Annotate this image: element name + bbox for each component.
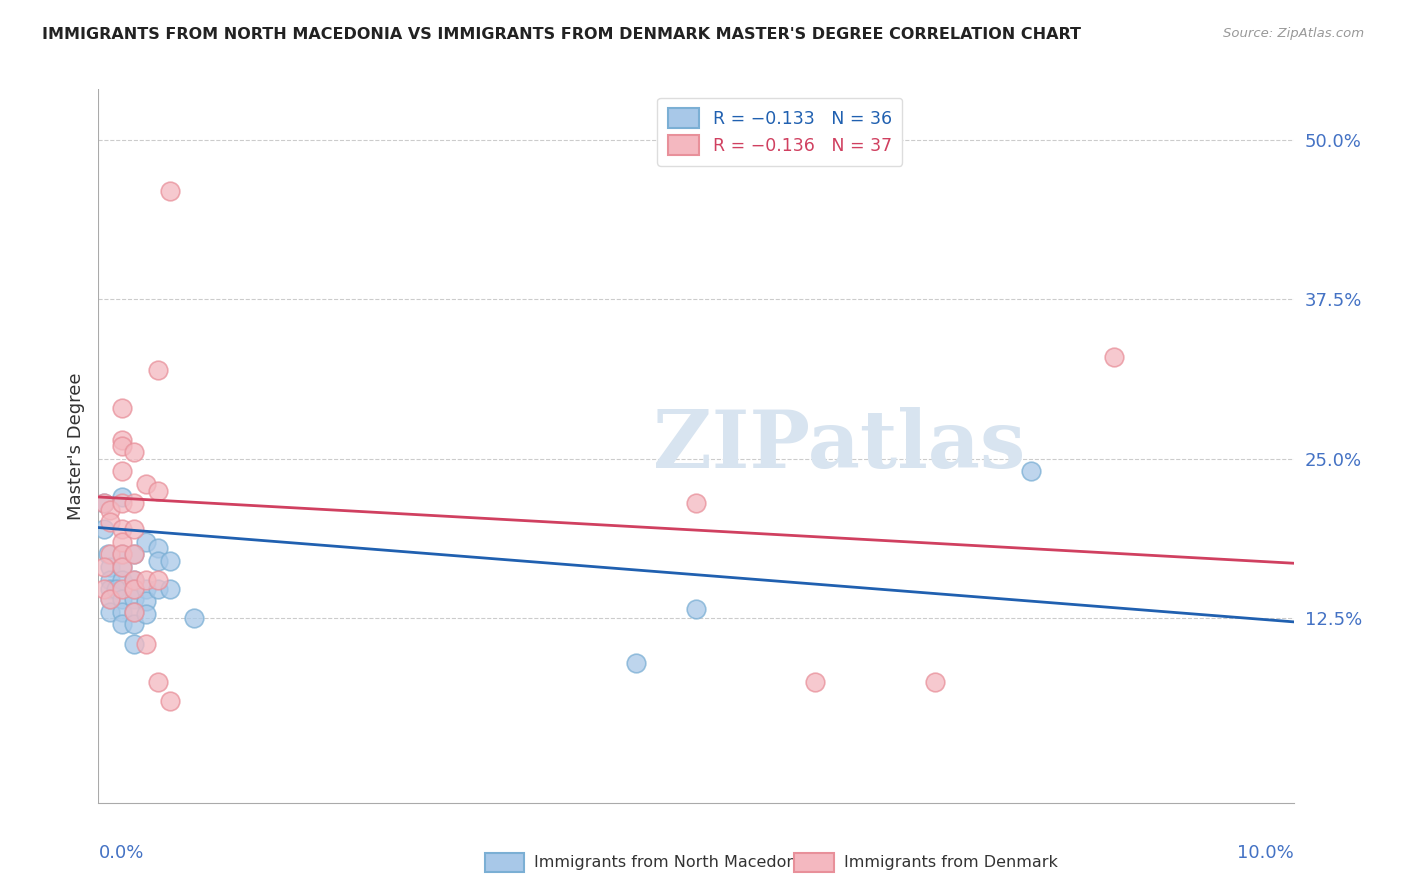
- Y-axis label: Master's Degree: Master's Degree: [66, 372, 84, 520]
- Text: Immigrants from Denmark: Immigrants from Denmark: [844, 855, 1057, 870]
- Point: [135, 607, 157, 622]
- Point: [148, 541, 170, 555]
- Point: [159, 582, 181, 596]
- Point: [98, 591, 122, 606]
- Text: 10.0%: 10.0%: [1237, 844, 1294, 862]
- Point: [148, 573, 170, 587]
- Point: [685, 496, 707, 510]
- Point: [159, 554, 181, 568]
- Point: [685, 602, 707, 616]
- Point: [124, 591, 146, 606]
- Point: [93, 582, 115, 596]
- Point: [135, 534, 157, 549]
- Point: [924, 674, 946, 689]
- Point: [111, 605, 134, 619]
- Point: [111, 534, 134, 549]
- Point: [111, 582, 134, 596]
- Point: [105, 582, 128, 596]
- Point: [124, 547, 146, 561]
- Point: [98, 591, 122, 606]
- Point: [98, 573, 122, 587]
- Point: [124, 573, 146, 587]
- Text: Immigrants from North Macedonia: Immigrants from North Macedonia: [534, 855, 811, 870]
- Point: [626, 656, 648, 670]
- Point: [111, 401, 134, 415]
- Point: [135, 477, 157, 491]
- Point: [183, 611, 205, 625]
- Point: [111, 560, 134, 574]
- Point: [135, 636, 157, 650]
- Point: [111, 617, 134, 632]
- Text: 0.0%: 0.0%: [98, 844, 143, 862]
- Point: [97, 547, 120, 561]
- Point: [111, 433, 134, 447]
- Point: [111, 439, 134, 453]
- Point: [124, 522, 146, 536]
- Point: [111, 465, 134, 479]
- Point: [124, 617, 146, 632]
- Point: [148, 582, 170, 596]
- Text: ZIPatlas: ZIPatlas: [654, 407, 1025, 485]
- Point: [159, 184, 181, 198]
- Point: [124, 605, 146, 619]
- Point: [135, 594, 157, 608]
- Point: [124, 582, 146, 596]
- Point: [111, 591, 134, 606]
- Point: [124, 605, 146, 619]
- Point: [124, 636, 146, 650]
- Point: [111, 490, 134, 504]
- Text: IMMIGRANTS FROM NORTH MACEDONIA VS IMMIGRANTS FROM DENMARK MASTER'S DEGREE CORRE: IMMIGRANTS FROM NORTH MACEDONIA VS IMMIG…: [42, 27, 1081, 42]
- Point: [93, 496, 115, 510]
- Point: [111, 573, 134, 587]
- Point: [98, 582, 122, 596]
- Point: [98, 547, 122, 561]
- Point: [93, 496, 115, 510]
- Point: [124, 496, 146, 510]
- Text: Source: ZipAtlas.com: Source: ZipAtlas.com: [1223, 27, 1364, 40]
- Point: [159, 694, 181, 708]
- Point: [111, 547, 134, 561]
- Point: [124, 445, 146, 459]
- Point: [98, 605, 122, 619]
- Legend: R = −0.133   N = 36, R = −0.136   N = 37: R = −0.133 N = 36, R = −0.136 N = 37: [658, 98, 903, 166]
- Point: [98, 502, 122, 516]
- Point: [124, 547, 146, 561]
- Point: [93, 560, 115, 574]
- Point: [804, 674, 827, 689]
- Point: [1104, 350, 1126, 364]
- Point: [111, 547, 134, 561]
- Point: [98, 516, 122, 530]
- Point: [135, 582, 157, 596]
- Point: [148, 362, 170, 376]
- Point: [111, 522, 134, 536]
- Point: [98, 560, 122, 574]
- Point: [124, 582, 146, 596]
- Point: [124, 573, 146, 587]
- Point: [148, 483, 170, 498]
- Point: [148, 674, 170, 689]
- Point: [135, 573, 157, 587]
- Point: [111, 496, 134, 510]
- Point: [148, 554, 170, 568]
- Point: [93, 522, 115, 536]
- Point: [1019, 465, 1042, 479]
- Point: [111, 560, 134, 574]
